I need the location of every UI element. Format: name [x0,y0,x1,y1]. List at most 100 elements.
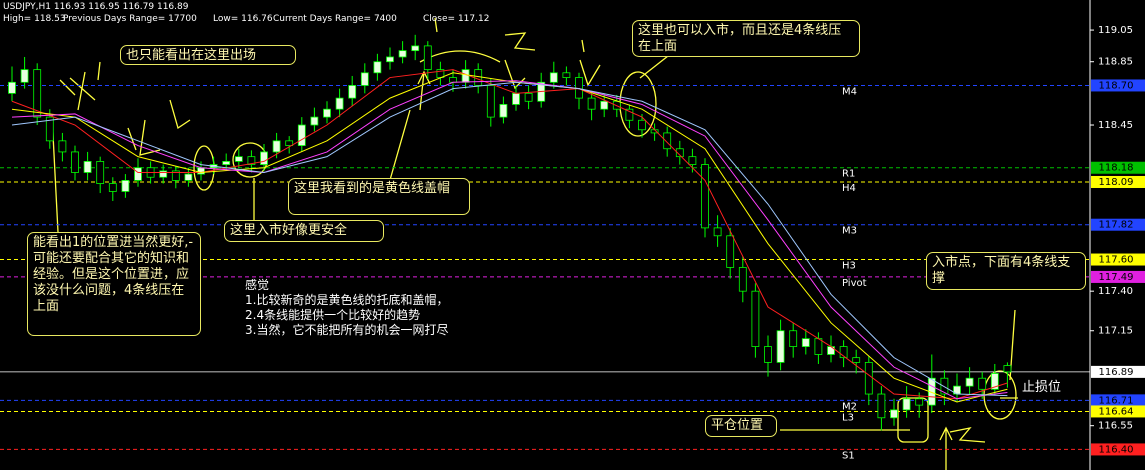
candle-body [108,183,117,192]
candle-body [373,61,382,74]
candle-body [45,116,54,142]
candle-body [323,108,331,118]
candle-body [524,92,533,102]
candle-body [890,409,898,419]
notes-list: 1.比较新奇的是黄色线的托底和盖帽， 2.4条线能提供一个比较好的趋势 3.当然，它… [245,293,448,338]
level-name: R1 [842,169,855,180]
y-tick-label: 117.15 [1098,326,1133,337]
level-tag-label: 117.49 [1099,272,1134,283]
level-tag-label: 116.71 [1099,395,1134,406]
candle-body [222,161,231,165]
level-name: S1 [842,450,855,461]
price-tag [1091,365,1145,378]
quote: 116.93 116.95 116.79 116.89 [54,2,189,12]
candle-body [272,140,281,153]
candle-body [474,69,483,86]
candle-body [940,377,949,395]
candle-body [638,119,646,131]
level-name: Pivot [842,278,867,289]
candle-body [310,116,319,126]
candle-body [965,377,974,387]
candle-body [335,97,344,110]
annotation: 能看出1的位置进当然更好,-可能还要配合其它的知识和经验。但是这个位置进，应该没… [27,232,201,336]
candle-body [461,69,470,83]
candle-body [827,346,835,355]
annotation: 也只能看出在这里出场 [120,45,296,65]
level-name: L3 [842,412,854,423]
stat-value: 117.12 [457,14,490,24]
candle-body [713,227,722,237]
level-tag [1091,218,1145,231]
level-tag-label: 118.18 [1099,163,1134,174]
level-tag [1091,79,1145,92]
level-tag [1091,253,1145,266]
level-tag-label: 118.09 [1099,177,1134,188]
candle-body [197,167,205,175]
candle-body [549,72,558,83]
candle-body [839,346,848,359]
symbol: USDJPY,H1 [3,2,51,12]
level-tag [1091,161,1145,174]
candle-body [512,92,520,105]
stat: Current Days Range= 7400 [273,14,423,25]
plot: 119.05 118.85 118.45 117.40 117.15 116.55 M4 11… [0,25,1145,461]
candle-body [8,81,16,94]
note-item: 2.4条线能提供一个比较好的趋势 [245,308,421,322]
annotation: 平仓位置 [705,415,777,437]
candle-body [789,330,798,347]
candle-body [625,108,634,121]
candle-body [688,156,697,165]
stat-value: 7400 [373,14,397,24]
candle-body [247,156,256,165]
moving-average [11,80,1008,400]
candle-body [58,140,67,153]
price-tag-label: 116.89 [1099,367,1134,378]
notes: 感觉 1.比较新奇的是黄色线的托底和盖帽， 2.4条线能提供一个比较好的趋势 3.当… [245,278,448,338]
stat-label: Close= [423,14,456,24]
candle-body [234,156,243,162]
note-item: 1.比较新奇的是黄色线的托底和盖帽， [245,293,449,307]
candle-body [171,170,180,181]
level-name: M2 [842,401,857,412]
stats: High= 118.53Previous Days Range= 17700 Lo… [3,14,489,25]
candle-body [184,173,193,181]
level-tag-label: 117.60 [1099,255,1134,266]
level-tag-label: 118.70 [1099,80,1134,91]
stat-label: Low= [213,14,239,24]
y-tick-label: 119.05 [1098,25,1133,36]
candle-body [71,151,79,173]
candle-body [764,346,772,363]
level-tag-label: 116.64 [1099,406,1134,417]
candle-body [499,104,508,118]
level-tag [1091,270,1145,283]
candle-body [260,151,268,165]
quote-value: 116.93 [53,2,86,12]
candle-body [83,161,92,173]
candle-body [776,330,785,363]
level-tag [1091,405,1145,418]
candle-body [386,56,394,63]
candle-body [902,398,911,411]
quote-value: 116.95 [88,2,120,12]
level-name: M4 [842,86,857,97]
candle-body [587,97,596,110]
candle-body [751,290,760,347]
candle-body [297,124,306,146]
stat-label: Current Days Range= [273,14,372,24]
candle-body [600,100,609,110]
candle-body [877,393,886,419]
moving-average [11,81,1008,397]
level-name: H3 [842,261,856,272]
scribbles [51,17,1018,470]
candle-body [978,377,987,390]
candle-body [159,170,168,178]
level-tag [1091,175,1145,188]
candle-body [1003,365,1012,373]
stat: Previous Days Range= 17700 [63,14,213,25]
header: USDJPY,H1 116.93 116.95 116.79 116.89 [3,2,188,13]
candle-body [701,164,709,229]
stat-value: 17700 [168,14,197,24]
candle-body [285,140,294,146]
candle-body [33,69,42,118]
